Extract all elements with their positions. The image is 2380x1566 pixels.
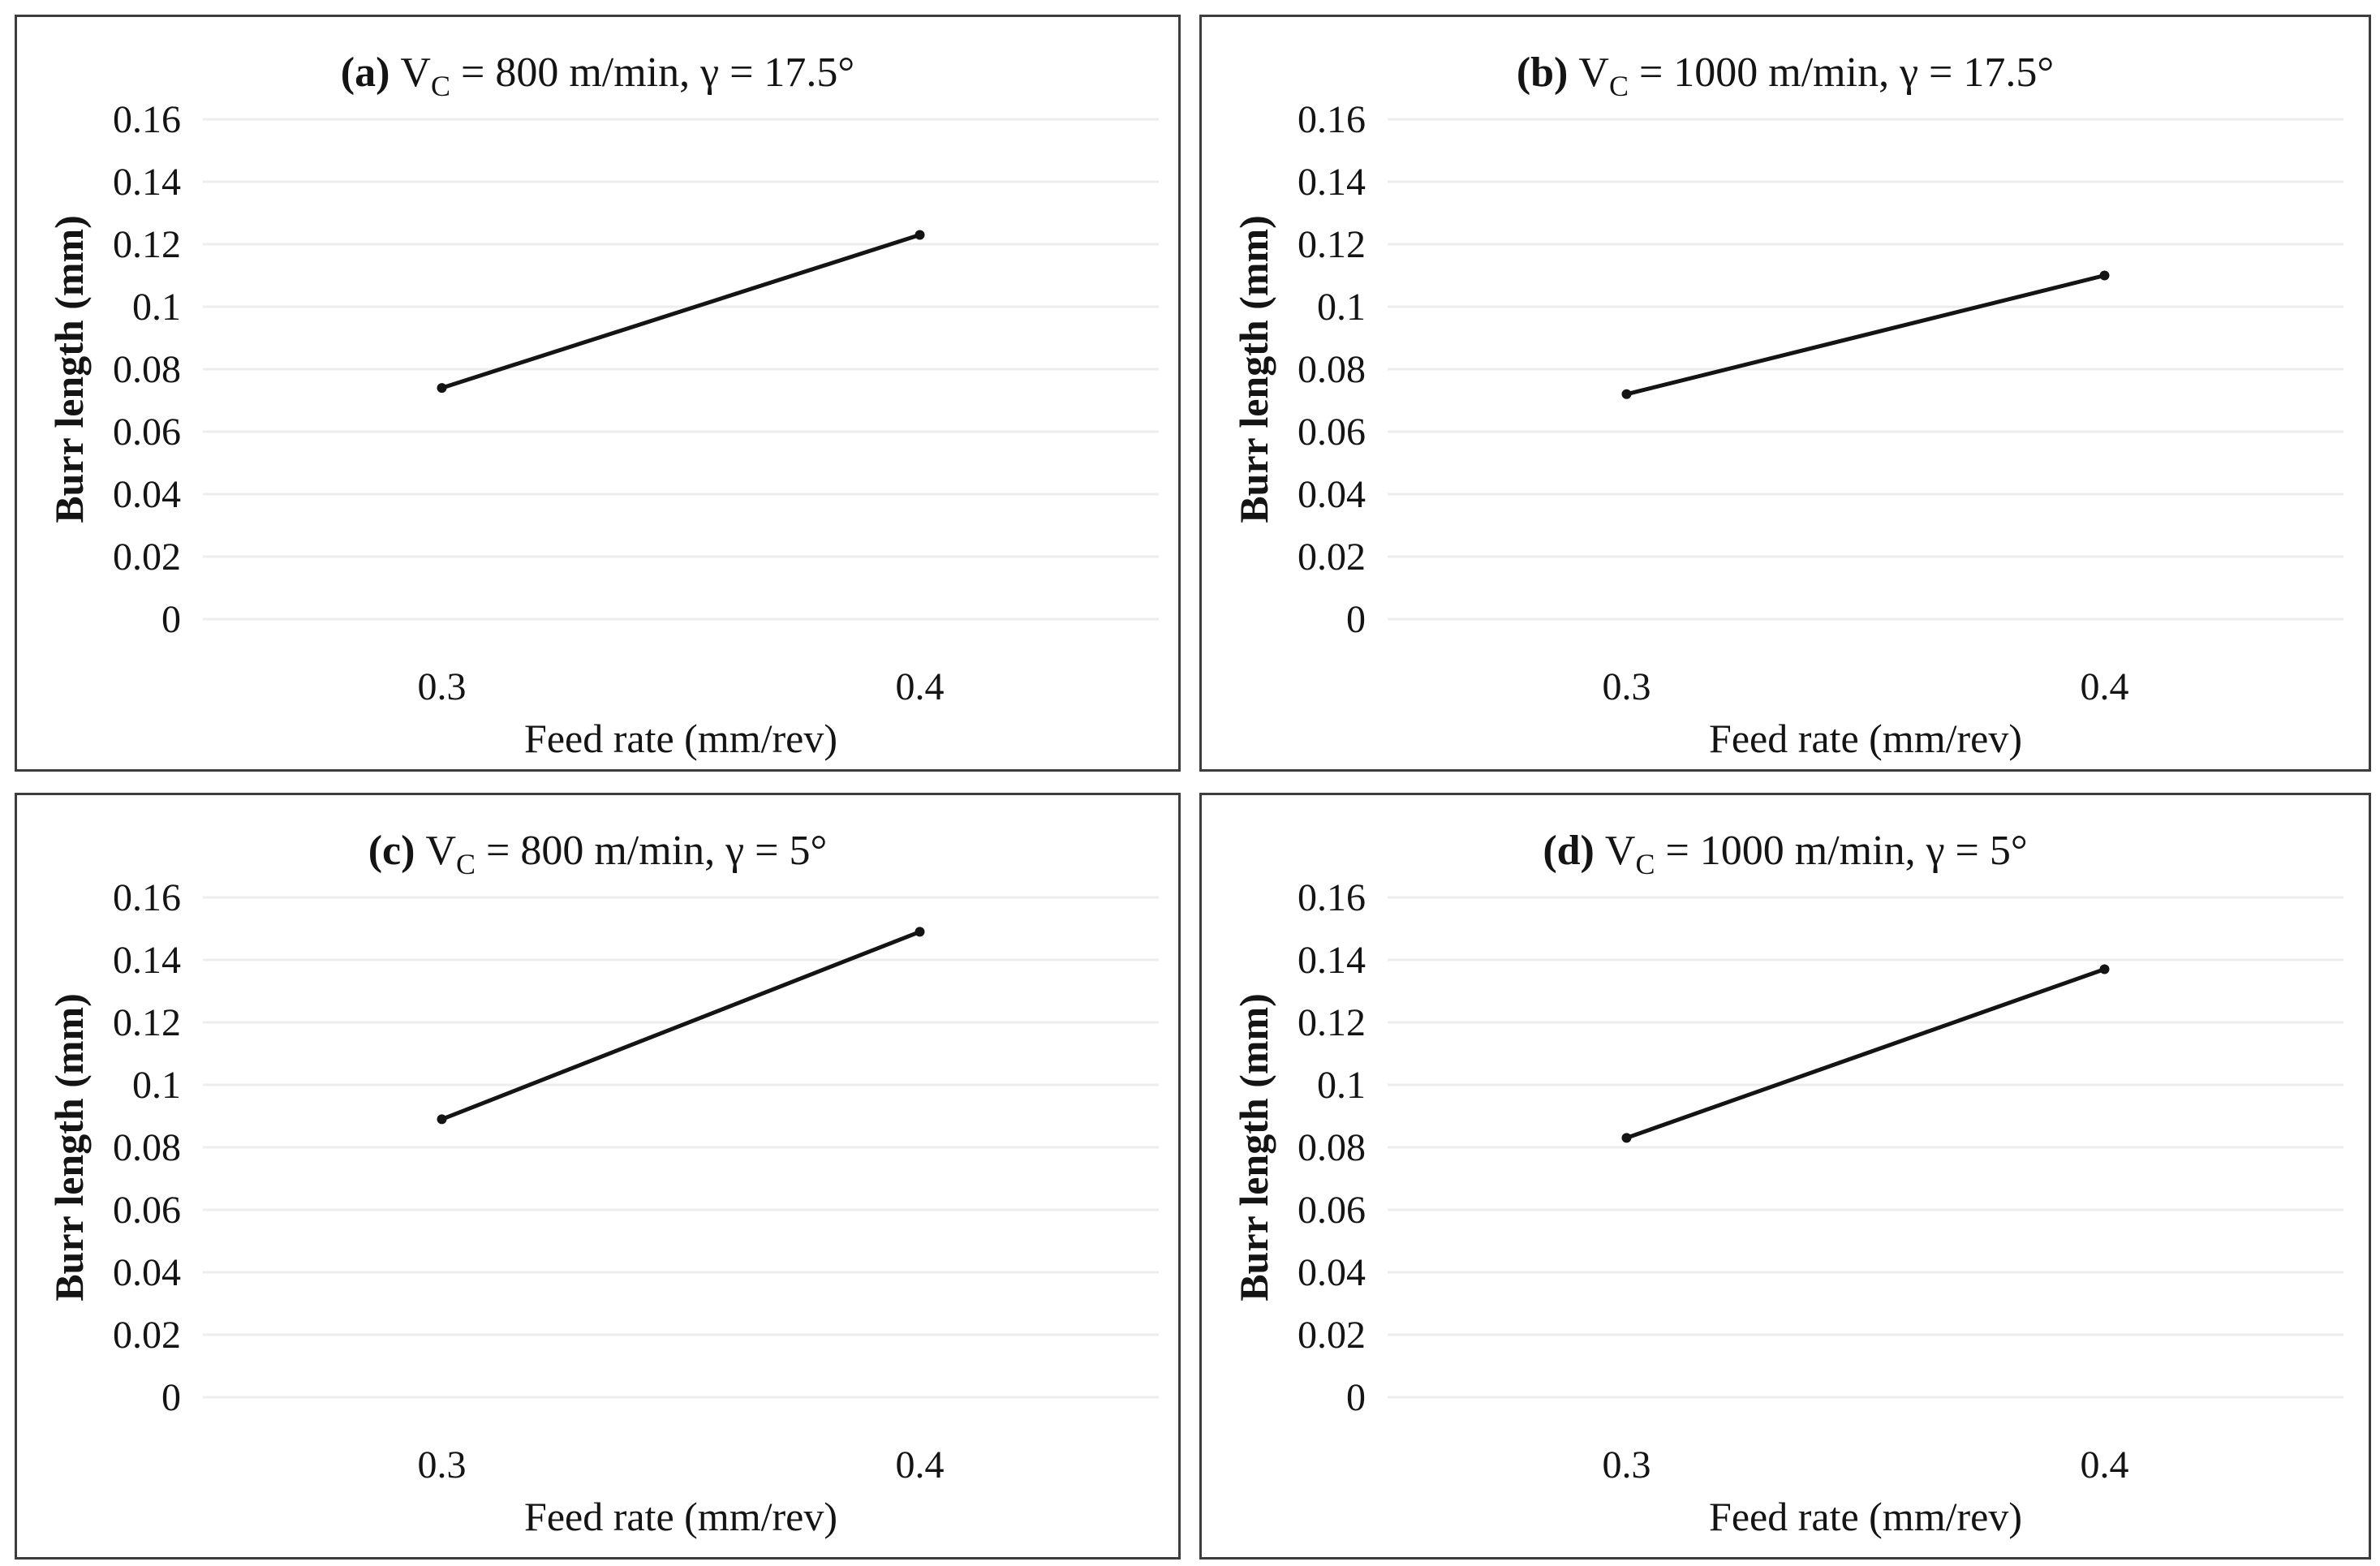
chart-title: (c) VC = 800 m/min, γ = 5° bbox=[368, 828, 828, 880]
y-tick-label: 0.04 bbox=[113, 473, 181, 516]
panel-border bbox=[15, 15, 1181, 772]
x-tick-label: 0.4 bbox=[896, 665, 945, 708]
panel-border bbox=[15, 793, 1181, 1560]
y-axis-label: Burr length (mm) bbox=[1231, 215, 1276, 523]
x-axis-label: Feed rate (mm/rev) bbox=[524, 716, 837, 761]
x-axis-label: Feed rate (mm/rev) bbox=[1709, 1494, 2022, 1539]
panel-border bbox=[1199, 793, 2371, 1560]
y-tick-label: 0.06 bbox=[113, 411, 181, 454]
data-point bbox=[915, 230, 925, 240]
data-point bbox=[2099, 964, 2110, 974]
chart-panel-a: 0 0.02 0.04 0.06 0.08 0.1 0.12 0.14 0.16 Burr len… bbox=[15, 15, 1181, 772]
y-tick-label: 0.1 bbox=[1317, 286, 1366, 329]
y-tick-label: 0.16 bbox=[1298, 98, 1366, 141]
x-tick-label: 0.3 bbox=[1603, 665, 1651, 708]
y-axis-label: Burr length (mm) bbox=[46, 215, 92, 523]
y-tick-label: 0.06 bbox=[1298, 411, 1366, 454]
chart-panel-c: 0 0.02 0.04 0.06 0.08 0.1 0.12 0.14 0.16 Burr len… bbox=[15, 793, 1181, 1560]
chart-title: (a) VC = 800 m/min, γ = 17.5° bbox=[341, 49, 854, 102]
y-tick-label: 0.16 bbox=[113, 876, 181, 919]
y-tick-label: 0.16 bbox=[113, 98, 181, 141]
y-tick-label: 0.08 bbox=[1298, 348, 1366, 391]
x-tick-label: 0.3 bbox=[418, 665, 467, 708]
chart-title: (d) VC = 1000 m/min, γ = 5° bbox=[1543, 828, 2027, 880]
data-point bbox=[915, 927, 925, 937]
y-tick-label: 0 bbox=[1346, 1376, 1366, 1419]
data-point bbox=[437, 383, 447, 394]
y-tick-label: 0.06 bbox=[113, 1189, 181, 1232]
data-point bbox=[1621, 1133, 1632, 1143]
x-tick-label: 0.3 bbox=[1603, 1443, 1651, 1486]
y-axis-label: Burr length (mm) bbox=[1231, 993, 1276, 1301]
y-tick-label: 0.1 bbox=[132, 1064, 181, 1107]
y-tick-label: 0.04 bbox=[1298, 1251, 1366, 1294]
y-tick-label: 0.02 bbox=[1298, 1314, 1366, 1357]
y-tick-label: 0.1 bbox=[1317, 1064, 1366, 1107]
y-tick-label: 0.06 bbox=[1298, 1189, 1366, 1232]
data-line bbox=[441, 233, 921, 390]
x-tick-label: 0.4 bbox=[896, 1443, 945, 1486]
y-tick-label: 0.08 bbox=[113, 1126, 181, 1169]
y-tick-label: 0.14 bbox=[113, 939, 181, 982]
x-tick-label: 0.4 bbox=[2081, 1443, 2129, 1486]
y-tick-label: 0.12 bbox=[113, 223, 181, 266]
x-tick-label: 0.3 bbox=[418, 1443, 467, 1486]
x-axis-label: Feed rate (mm/rev) bbox=[524, 1494, 837, 1539]
chart-title: (b) VC = 1000 m/min, γ = 17.5° bbox=[1517, 49, 2054, 102]
panel-border bbox=[1199, 15, 2371, 772]
y-tick-label: 0.04 bbox=[113, 1251, 181, 1294]
y-tick-label: 0.16 bbox=[1298, 876, 1366, 919]
y-axis-label: Burr length (mm) bbox=[46, 993, 92, 1301]
x-tick-label: 0.4 bbox=[2081, 665, 2129, 708]
y-tick-label: 0.14 bbox=[113, 161, 181, 204]
y-tick-label: 0.02 bbox=[113, 536, 181, 579]
y-tick-label: 0.14 bbox=[1298, 939, 1366, 982]
y-tick-label: 0 bbox=[161, 1376, 181, 1419]
y-tick-label: 0.08 bbox=[1298, 1126, 1366, 1169]
x-axis-label: Feed rate (mm/rev) bbox=[1709, 716, 2022, 761]
y-tick-label: 0 bbox=[1346, 598, 1366, 641]
y-tick-label: 0.02 bbox=[1298, 536, 1366, 579]
chart-panel-d: 0 0.02 0.04 0.06 0.08 0.1 0.12 0.14 0.16 Burr len… bbox=[1199, 793, 2371, 1560]
data-line bbox=[1625, 967, 2106, 1140]
y-tick-label: 0.1 bbox=[132, 286, 181, 329]
y-tick-label: 0.02 bbox=[113, 1314, 181, 1357]
data-point bbox=[2099, 270, 2110, 281]
y-tick-label: 0.12 bbox=[1298, 1001, 1366, 1044]
y-tick-label: 0.12 bbox=[1298, 223, 1366, 266]
y-tick-label: 0.04 bbox=[1298, 473, 1366, 516]
data-point bbox=[437, 1114, 447, 1125]
y-tick-label: 0.12 bbox=[113, 1001, 181, 1044]
data-point bbox=[1621, 389, 1632, 399]
data-line bbox=[1625, 273, 2106, 397]
y-tick-label: 0.14 bbox=[1298, 161, 1366, 204]
y-tick-label: 0.08 bbox=[113, 348, 181, 391]
data-line bbox=[441, 930, 921, 1121]
y-tick-label: 0 bbox=[161, 598, 181, 641]
chart-panel-b: 0 0.02 0.04 0.06 0.08 0.1 0.12 0.14 0.16 Burr len… bbox=[1199, 15, 2371, 772]
